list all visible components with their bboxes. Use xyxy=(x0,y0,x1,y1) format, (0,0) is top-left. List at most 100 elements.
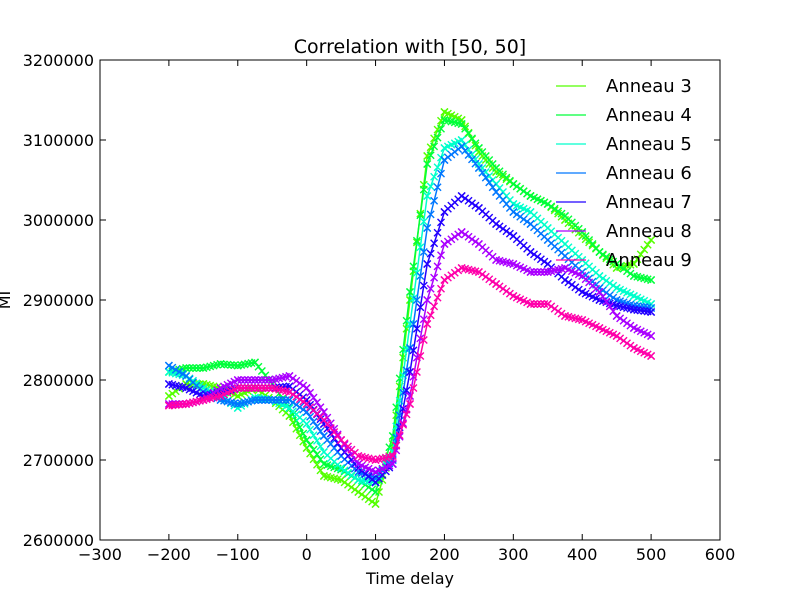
data-point xyxy=(285,404,294,412)
data-point xyxy=(251,396,259,404)
data-point xyxy=(268,376,277,384)
data-point xyxy=(578,316,587,324)
data-point xyxy=(612,301,621,310)
ticks-layer: −300 −200 −100 0 100 200 300 400 500 600 2600000 27… xyxy=(23,51,736,564)
data-point xyxy=(543,224,552,232)
data-point xyxy=(406,288,414,296)
data-point xyxy=(561,212,569,220)
data-point xyxy=(216,360,225,368)
data-point xyxy=(423,224,432,232)
data-point xyxy=(423,192,432,200)
data-point xyxy=(423,160,432,168)
data-point xyxy=(319,472,328,480)
data-point xyxy=(595,248,604,256)
data-point xyxy=(319,448,328,456)
x-axis-label: Time delay xyxy=(365,569,454,588)
legend-label: Anneau 8 xyxy=(606,221,692,242)
data-point xyxy=(543,236,552,244)
data-point xyxy=(492,280,501,288)
data-point xyxy=(354,476,363,484)
legend-label: Anneau 4 xyxy=(606,105,692,126)
data-point xyxy=(612,332,621,340)
data-point xyxy=(629,292,638,300)
data-point xyxy=(216,384,225,392)
data-point xyxy=(354,460,363,468)
legend-item: Anneau 4 xyxy=(556,105,692,126)
data-point xyxy=(268,384,277,392)
data-point xyxy=(595,272,604,280)
data-point xyxy=(268,396,277,404)
data-point xyxy=(492,188,501,196)
data-point xyxy=(406,320,414,328)
data-point xyxy=(354,452,363,460)
data-point xyxy=(578,228,587,236)
data-point xyxy=(406,400,414,408)
data-point xyxy=(612,284,621,292)
data-point xyxy=(561,276,569,284)
data-point xyxy=(440,144,449,152)
data-point xyxy=(457,142,466,151)
data-point xyxy=(319,460,328,468)
data-point xyxy=(578,288,587,296)
data-point xyxy=(543,268,552,276)
data-point xyxy=(285,396,294,404)
x-tick-label: −200 xyxy=(147,545,191,564)
data-point xyxy=(647,332,656,340)
data-point xyxy=(595,288,604,296)
data-point xyxy=(440,276,449,284)
data-point xyxy=(440,240,449,248)
data-point xyxy=(302,400,311,408)
data-point xyxy=(509,180,518,188)
data-point xyxy=(337,464,346,472)
data-point xyxy=(302,408,311,416)
data-point xyxy=(233,361,242,370)
series-anneau-9 xyxy=(164,264,656,464)
data-point xyxy=(319,432,328,440)
legend-label: Anneau 6 xyxy=(606,163,692,184)
data-point xyxy=(233,400,242,408)
series-layer xyxy=(164,108,656,508)
data-point xyxy=(337,476,346,484)
data-point xyxy=(647,352,656,360)
data-point xyxy=(233,376,242,384)
series-anneau-4 xyxy=(164,116,656,496)
data-point xyxy=(647,276,656,284)
data-point xyxy=(492,256,501,264)
legend-item: Anneau 3 xyxy=(556,76,692,97)
y-axis-label: MI xyxy=(0,291,14,310)
legend-label: Anneau 3 xyxy=(606,76,692,97)
data-point xyxy=(561,264,569,272)
data-point xyxy=(492,164,501,172)
data-point xyxy=(474,204,483,212)
data-point xyxy=(251,376,259,384)
data-point xyxy=(302,420,311,428)
data-point xyxy=(164,392,173,400)
legend-item: Anneau 6 xyxy=(556,163,692,184)
data-point xyxy=(647,236,656,244)
data-point xyxy=(647,308,656,316)
data-point xyxy=(509,260,518,268)
data-point xyxy=(629,260,638,268)
legend-item: Anneau 8 xyxy=(556,221,692,242)
data-point xyxy=(629,344,638,352)
data-point xyxy=(526,268,535,276)
data-point xyxy=(509,232,518,240)
data-point xyxy=(595,324,604,332)
data-point xyxy=(251,358,259,367)
data-point xyxy=(561,240,569,248)
x-tick-label: 500 xyxy=(636,545,667,564)
legend-item: Anneau 7 xyxy=(556,192,692,213)
data-point xyxy=(423,260,432,268)
y-tick-label: 2700000 xyxy=(23,451,94,470)
legend-label: Anneau 7 xyxy=(606,192,692,213)
chart-title: Correlation with [50, 50] xyxy=(294,36,526,58)
data-point xyxy=(526,192,535,200)
legend-item: Anneau 5 xyxy=(556,134,692,155)
data-point xyxy=(629,324,638,332)
data-point xyxy=(302,384,311,392)
data-point xyxy=(182,364,191,372)
data-point xyxy=(474,144,483,152)
data-point xyxy=(526,220,535,228)
